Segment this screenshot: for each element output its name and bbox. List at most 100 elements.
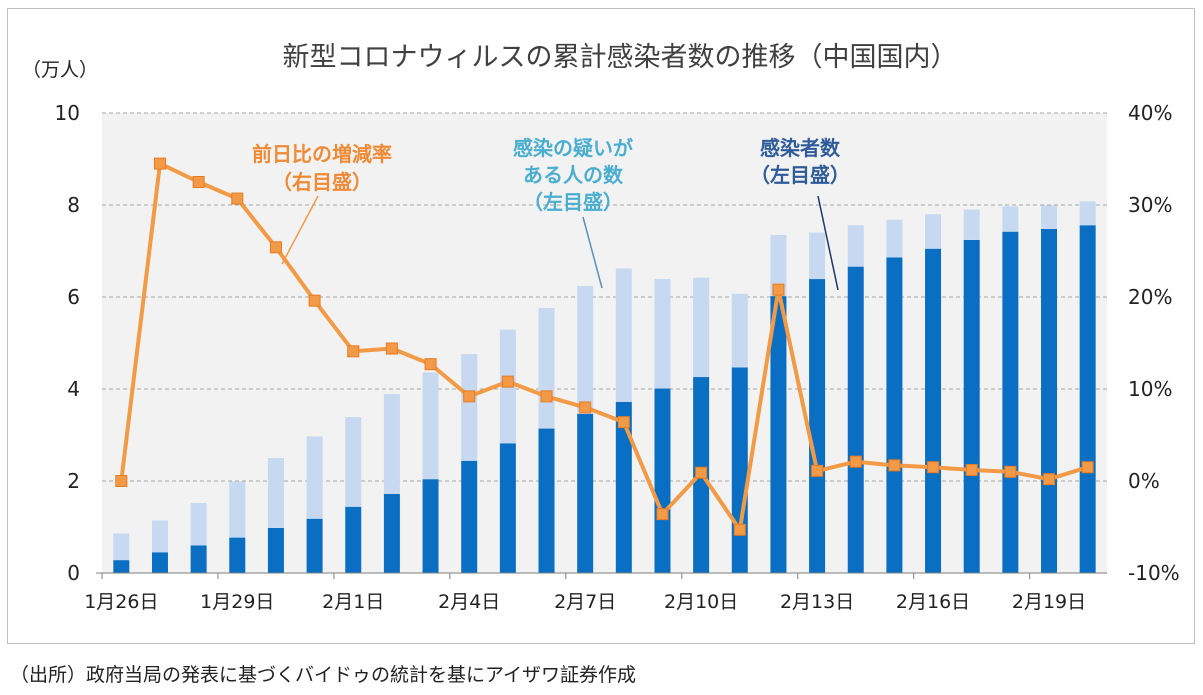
rate-line: [119, 161, 1089, 532]
rate-marker: [192, 176, 205, 188]
bar-suspected: [1002, 206, 1019, 232]
bar-suspected: [770, 234, 787, 297]
y-left-tick-label: 8: [67, 193, 80, 217]
y-left-tick-label: 10: [55, 101, 80, 125]
bar-suspected: [615, 268, 632, 402]
annotation-rate-line2: （右目盛）: [272, 170, 372, 194]
y-right-tick-label: 40%: [1128, 101, 1172, 125]
rate-marker: [733, 523, 746, 536]
bar-confirmed: [847, 266, 864, 573]
source-note: （出所）政府当局の発表に基づくバイドゥの統計を基にアイザワ証券作成: [10, 664, 637, 686]
suspected-leader-line: [582, 216, 603, 289]
x-tick-label: 1月26日: [84, 591, 158, 613]
rate-marker: [347, 345, 360, 358]
bar-suspected: [731, 293, 748, 368]
bar-confirmed: [151, 552, 168, 573]
bar-confirmed: [113, 560, 130, 573]
rate-leader-line: [281, 195, 319, 265]
bar-suspected: [422, 372, 439, 480]
bar-confirmed: [229, 537, 246, 573]
bar-confirmed: [1002, 231, 1019, 573]
annotation-rate: 前日比の増減率 （右目盛）: [252, 142, 392, 194]
bar-confirmed: [770, 296, 787, 573]
bar-confirmed: [538, 428, 555, 573]
x-tick-label: 2月1日: [322, 591, 384, 613]
bar-confirmed: [925, 248, 942, 573]
bar-suspected: [1041, 205, 1058, 229]
y-right-tick-label: 30%: [1128, 193, 1172, 217]
rate-marker: [965, 463, 978, 476]
bar-confirmed: [1079, 225, 1096, 574]
rate-marker: [269, 241, 282, 254]
bar-confirmed: [461, 460, 478, 573]
x-tick-label: 2月13日: [780, 591, 854, 613]
y-right-tick-label: 0%: [1128, 469, 1160, 493]
rate-marker: [308, 294, 321, 307]
bar-confirmed: [731, 367, 748, 573]
bar-suspected: [847, 225, 864, 267]
annotation-suspected-line2: ある人の数: [523, 163, 624, 187]
rate-marker: [811, 464, 824, 477]
bar-suspected: [925, 214, 942, 249]
rate-marker: [424, 358, 437, 371]
bar-confirmed: [809, 279, 826, 573]
bar-confirmed: [963, 239, 980, 573]
bar-suspected: [886, 219, 903, 258]
bar-confirmed: [577, 413, 594, 573]
bar-confirmed: [190, 545, 207, 573]
left-axis-unit: （万人）: [22, 59, 98, 81]
bar-confirmed: [1041, 228, 1058, 574]
bar-suspected: [190, 503, 207, 546]
chart-svg: 新型コロナウィルスの累計感染者数の推移（中国国内） （万人） 1月26日 1月29…: [22, 42, 1180, 613]
rate-marker: [1004, 465, 1017, 478]
annotation-confirmed-line1: 感染者数: [760, 136, 841, 160]
annotation-confirmed: 感染者数 （左目盛）: [750, 136, 850, 187]
bar-suspected: [693, 277, 710, 378]
annotation-suspected: 感染の疑いが ある人の数 （左目盛）: [513, 136, 633, 214]
annotation-rate-line1: 前日比の増減率: [252, 142, 392, 166]
x-tick-label: 1月29日: [200, 591, 274, 613]
confirmed-leader-line: [817, 195, 839, 291]
bar-confirmed: [345, 506, 362, 573]
bar-confirmed: [499, 443, 516, 573]
rate-marker: [772, 283, 785, 296]
x-tick-label: 2月19日: [1012, 591, 1086, 613]
rate-marker: [231, 192, 244, 205]
rate-marker: [927, 461, 940, 474]
annotation-suspected-line1: 感染の疑いが: [513, 136, 633, 160]
x-tick-label: 2月7日: [554, 591, 616, 613]
chart-title: 新型コロナウィルスの累計感染者数の推移（中国国内）: [283, 42, 958, 73]
y-left-tick-label: 2: [67, 469, 80, 493]
rate-marker: [888, 459, 901, 472]
bar-suspected: [113, 533, 130, 561]
rate-marker: [463, 390, 476, 403]
bar-confirmed: [654, 388, 671, 573]
bar-confirmed: [886, 257, 903, 573]
y-right-tick-label: -10%: [1128, 561, 1180, 585]
annotation-confirmed-line2: （左目盛）: [750, 163, 850, 187]
annotation-suspected-line3: （左目盛）: [523, 190, 623, 214]
rate-marker: [579, 401, 592, 414]
bar-suspected: [654, 279, 671, 389]
bar-confirmed: [383, 493, 400, 573]
y-left-tick-label: 0: [67, 561, 80, 585]
bar-suspected: [963, 209, 980, 240]
bar-suspected: [151, 520, 168, 553]
rate-marker: [617, 416, 630, 429]
rate-marker: [656, 508, 669, 521]
rate-marker: [1043, 473, 1056, 486]
y-right-tick-label: 10%: [1128, 377, 1172, 401]
bar-confirmed: [422, 479, 439, 573]
rate-marker: [385, 342, 398, 355]
bar-confirmed: [267, 527, 284, 573]
rate-marker: [115, 475, 128, 487]
y-left-tick-label: 6: [67, 285, 80, 309]
rate-marker: [1081, 461, 1094, 474]
bar-suspected: [345, 417, 362, 507]
rate-marker: [501, 375, 514, 388]
bar-confirmed: [615, 401, 632, 573]
y-left-tick-label: 4: [67, 377, 80, 401]
bar-suspected: [267, 458, 284, 528]
bar-suspected: [383, 394, 400, 494]
bar-suspected: [306, 436, 323, 519]
